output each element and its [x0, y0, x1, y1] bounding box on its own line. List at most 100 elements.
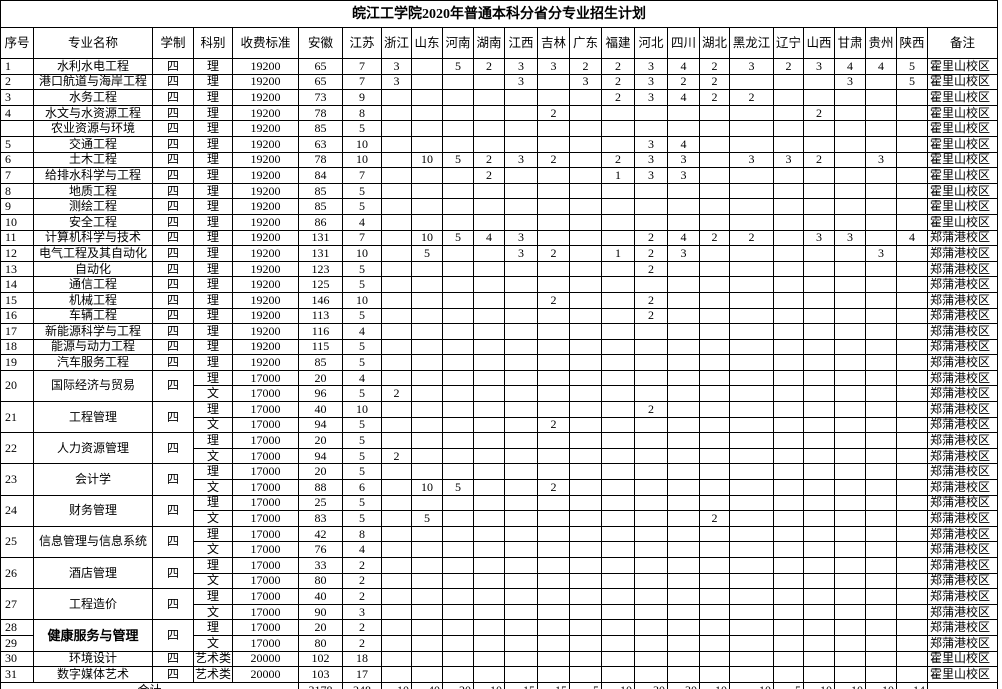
subject-type: 理	[193, 525, 233, 543]
quota-cell	[411, 307, 443, 325]
quota-cell	[773, 447, 804, 465]
quota-cell	[381, 276, 412, 293]
quota-cell	[473, 104, 505, 122]
quota-cell	[537, 167, 570, 184]
quota-cell	[803, 634, 835, 652]
quota-cell: 2	[537, 291, 570, 309]
quota-cell	[504, 463, 538, 481]
duration: 四	[152, 198, 194, 215]
quota-cell	[504, 104, 538, 122]
quota-cell	[634, 463, 668, 481]
quota-cell	[601, 588, 635, 605]
quota-cell	[381, 603, 412, 621]
seq-cell: 31	[0, 666, 34, 683]
quota-cell	[537, 338, 570, 356]
campus: 霍里山校区	[926, 182, 999, 200]
total-cell: 40	[411, 681, 443, 689]
quota-cell	[834, 167, 866, 184]
quota-cell	[896, 182, 928, 200]
quota-cell	[381, 432, 412, 449]
quota-cell	[699, 557, 730, 574]
quota-cell	[773, 401, 804, 418]
data-row: 9 测绘工程四理 19200 85 5 霍里山校区	[0, 198, 999, 215]
quota-cell: 2	[601, 58, 635, 75]
quota-cell: 2	[699, 510, 730, 527]
duration: 四	[152, 291, 194, 309]
quota-cell: 3	[504, 229, 538, 247]
quota-cell: 2	[803, 104, 835, 122]
quota-cell: 103	[298, 666, 343, 683]
quota-cell	[773, 73, 804, 91]
campus: 霍里山校区	[926, 213, 999, 231]
quota-cell	[504, 588, 538, 605]
quota-cell	[803, 541, 835, 558]
quota-cell	[537, 401, 570, 418]
quota-cell	[865, 198, 897, 215]
column-header: 黑龙江	[729, 27, 774, 59]
quota-cell	[896, 354, 928, 371]
total-cell: 248	[342, 681, 382, 689]
quota-cell	[667, 104, 700, 122]
quota-cell	[667, 338, 700, 356]
quota-cell	[803, 291, 835, 309]
subject-type: 文	[193, 603, 233, 621]
quota-cell: 20	[298, 369, 343, 387]
major-name: 电气工程及其自动化	[33, 245, 153, 262]
quota-cell	[569, 494, 602, 512]
quota-cell	[442, 213, 474, 231]
column-header: 吉林	[537, 27, 570, 59]
quota-cell	[729, 323, 774, 340]
subject-type: 理	[193, 338, 233, 356]
quota-cell	[569, 432, 602, 449]
seq-cell: 8	[0, 182, 34, 200]
quota-cell	[896, 479, 928, 496]
data-row: 文 17000 90 3 郑蒲港校区	[1, 603, 999, 621]
quota-cell	[442, 307, 474, 325]
fee: 17000	[232, 432, 299, 449]
quota-cell	[537, 588, 570, 605]
quota-cell	[473, 89, 505, 106]
fee: 17000	[232, 463, 299, 481]
quota-cell	[442, 603, 474, 621]
quota-cell: 2	[634, 260, 668, 278]
quota-cell	[699, 276, 730, 293]
quota-cell	[729, 432, 774, 449]
subject-type: 理	[193, 151, 233, 169]
quota-cell	[569, 120, 602, 137]
duration: 四	[152, 401, 194, 434]
fee: 20000	[232, 666, 299, 683]
quota-cell	[834, 479, 866, 496]
quota-cell	[729, 666, 774, 683]
data-row: 2 港口航道与海岸工程四理 19200 65 7 3 3 3 2 3 2 2 3 5 霍里山校区	[0, 73, 999, 91]
quota-cell	[569, 291, 602, 309]
campus: 霍里山校区	[926, 650, 999, 668]
column-header: 湖北	[699, 27, 730, 59]
quota-cell	[569, 401, 602, 418]
subject-type: 文	[193, 541, 233, 558]
seq-cell	[0, 120, 34, 137]
quota-cell	[865, 634, 897, 652]
duration: 四	[152, 666, 194, 683]
quota-cell	[865, 432, 897, 449]
quota-cell: 2	[342, 588, 382, 605]
quota-cell	[537, 541, 570, 558]
quota-cell	[896, 369, 928, 387]
quota-cell	[537, 307, 570, 325]
quota-cell	[504, 213, 538, 231]
quota-cell: 3	[634, 167, 668, 184]
quota-cell	[834, 619, 866, 636]
quota-cell: 2	[601, 151, 635, 169]
quota-cell	[834, 151, 866, 169]
quota-cell	[381, 182, 412, 200]
total-row: 合计31782481040201015155103030101051010101…	[0, 681, 999, 689]
quota-cell	[699, 447, 730, 465]
total-cell: 30	[634, 681, 668, 689]
quota-cell: 2	[381, 385, 412, 403]
quota-cell	[667, 385, 700, 403]
quota-cell	[729, 479, 774, 496]
quota-cell: 2	[537, 104, 570, 122]
fee: 19200	[232, 135, 299, 153]
quota-cell	[537, 73, 570, 91]
quota-cell	[569, 104, 602, 122]
data-row: 7 给排水科学与工程四理 19200 84 7 2 1 3 3 霍里山校区	[0, 167, 999, 184]
